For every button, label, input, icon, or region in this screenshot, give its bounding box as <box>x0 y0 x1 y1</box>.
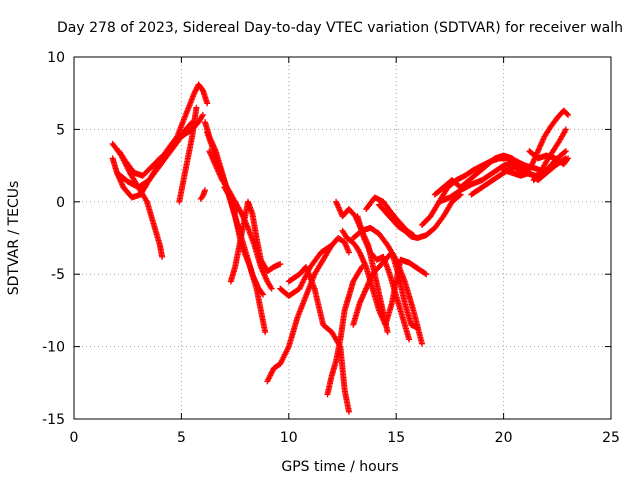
data-point <box>422 270 429 277</box>
data-point <box>193 104 200 111</box>
data-point <box>345 408 352 415</box>
y-tick-label: -5 <box>51 267 65 283</box>
series-track-10 <box>227 198 284 285</box>
x-tick-label: 10 <box>280 430 298 446</box>
x-tick-label: 20 <box>495 430 513 446</box>
data-point <box>199 111 206 118</box>
data-point <box>259 290 266 297</box>
data-point <box>202 187 209 194</box>
data-point <box>345 249 352 256</box>
data-point <box>159 253 166 260</box>
data-point <box>561 149 568 156</box>
data-point <box>565 111 572 118</box>
x-tick-label: 5 <box>177 430 186 446</box>
y-tick-label: -15 <box>42 412 65 428</box>
data-point <box>234 207 241 214</box>
x-tick-label: 25 <box>602 430 620 446</box>
data-point <box>406 336 413 343</box>
series-track-11 <box>221 184 241 214</box>
data-point <box>327 242 334 249</box>
series-track-14 <box>285 263 352 415</box>
grid-lines <box>74 57 611 419</box>
series-track-5 <box>176 104 200 205</box>
data-point <box>563 110 570 117</box>
y-tick-label: 10 <box>47 50 65 66</box>
series-track-29 <box>530 126 569 184</box>
data-point <box>384 329 391 336</box>
x-tick-label: 0 <box>70 430 79 446</box>
series-track-22 <box>376 191 464 241</box>
series-track-15 <box>324 263 365 398</box>
y-axis-label: SDTVAR / TECUs <box>6 181 22 296</box>
data-point <box>565 155 572 162</box>
series-track-3 <box>113 111 206 191</box>
series-track-6 <box>197 187 209 202</box>
series-track-20 <box>350 224 425 347</box>
x-tick-label: 15 <box>387 430 405 446</box>
data-point <box>204 100 211 107</box>
y-tick-label: 5 <box>56 122 65 138</box>
data-point <box>262 329 269 336</box>
data-point <box>418 340 425 347</box>
plot-frame <box>73 56 612 420</box>
data-point <box>277 261 284 268</box>
data-point <box>260 291 267 298</box>
data-point <box>268 285 275 292</box>
data-point <box>328 242 335 249</box>
x-axis-label: GPS time / hours <box>281 459 398 475</box>
data-point <box>562 148 569 155</box>
series-track-30 <box>526 148 572 168</box>
chart-title: Day 278 of 2023, Sidereal Day-to-day VTE… <box>57 20 623 36</box>
data-point <box>562 126 569 133</box>
y-axis-ticks: -15 -10 -5 0 5 10 <box>42 50 611 428</box>
y-tick-label: -10 <box>42 340 65 356</box>
series-track-4 <box>116 119 196 179</box>
data-points <box>109 81 572 415</box>
data-point <box>423 271 430 278</box>
y-tick-label: 0 <box>56 195 65 211</box>
x-axis-ticks: 0 5 10 15 20 25 <box>70 57 620 446</box>
